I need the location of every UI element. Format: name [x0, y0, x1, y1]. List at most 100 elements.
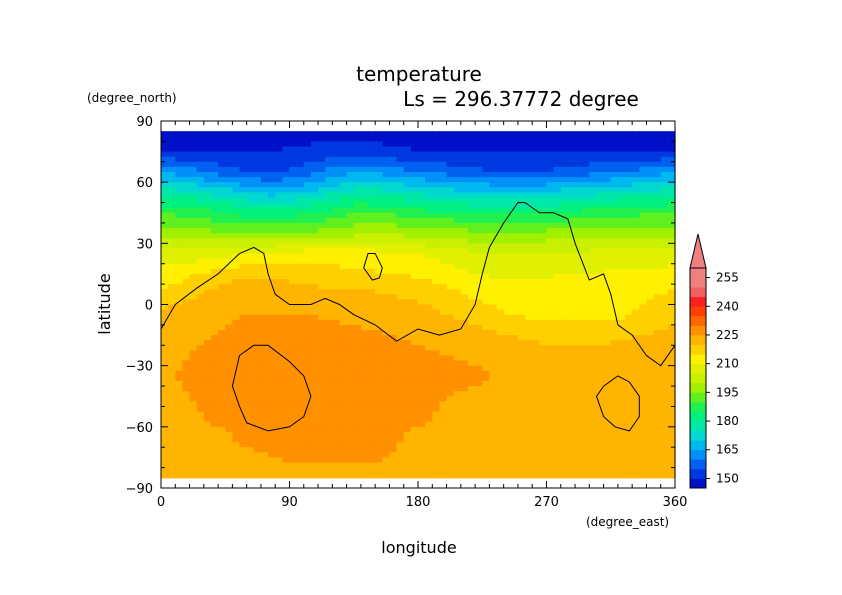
field-cell — [218, 309, 226, 316]
field-cell — [667, 253, 676, 260]
field-cell — [339, 248, 348, 255]
field-cell — [418, 335, 426, 341]
field-cell — [210, 411, 219, 418]
field-cell — [589, 340, 598, 346]
field-cell — [460, 421, 469, 428]
field-cell — [667, 212, 676, 219]
field-cell — [418, 452, 426, 459]
field-cell — [403, 437, 412, 443]
field-cell — [546, 452, 555, 459]
field-cell — [161, 243, 169, 250]
field-cell — [439, 396, 448, 402]
field-cell — [446, 146, 455, 153]
field-cell — [318, 161, 326, 168]
field-cell — [375, 416, 383, 423]
field-cell — [410, 177, 419, 183]
field-cell — [189, 345, 198, 351]
field-cell — [382, 187, 391, 193]
field-cell — [610, 314, 619, 321]
field-cell — [446, 335, 455, 341]
field-cell — [189, 233, 198, 239]
field-cell — [161, 187, 169, 193]
field-cell — [182, 406, 191, 413]
field-cell — [539, 345, 548, 351]
field-cell — [432, 437, 441, 443]
field-cell — [667, 156, 676, 163]
field-cell — [582, 284, 590, 290]
field-cell — [260, 304, 269, 311]
field-cell — [282, 284, 291, 290]
field-cell — [525, 452, 533, 459]
field-cell — [289, 207, 298, 214]
field-cell — [246, 289, 255, 295]
field-cell — [467, 131, 476, 137]
field-cell — [403, 314, 412, 321]
field-cell — [475, 380, 483, 387]
field-cell — [475, 472, 483, 479]
field-cell — [667, 324, 676, 331]
field-cell — [439, 228, 448, 234]
field-cell — [368, 304, 376, 311]
field-cell — [203, 263, 212, 270]
field-cell — [403, 340, 412, 346]
field-cell — [539, 171, 548, 178]
field-cell — [567, 258, 576, 265]
field-cell — [368, 177, 376, 183]
field-cell — [653, 340, 662, 346]
field-cell — [532, 258, 540, 265]
field-cell — [332, 335, 341, 341]
field-cell — [589, 131, 598, 137]
field-cell — [225, 350, 233, 357]
field-cell — [589, 136, 598, 142]
field-cell — [296, 248, 305, 255]
field-cell — [275, 370, 283, 377]
field-cell — [510, 263, 519, 270]
field-cell — [632, 258, 640, 265]
field-cell — [439, 253, 448, 260]
field-cell — [289, 248, 298, 255]
field-cell — [210, 299, 219, 306]
field-cell — [489, 299, 498, 306]
field-cell — [596, 340, 605, 346]
field-cell — [239, 212, 248, 219]
field-cell — [303, 335, 312, 341]
field-cell — [460, 217, 469, 224]
field-cell — [389, 228, 398, 234]
field-cell — [660, 279, 669, 285]
field-cell — [589, 324, 598, 331]
field-cell — [460, 370, 469, 377]
field-cell — [232, 319, 241, 326]
field-cell — [218, 411, 226, 418]
field-cell — [275, 462, 283, 469]
field-cell — [532, 319, 540, 326]
field-cell — [517, 431, 526, 438]
field-cell — [210, 319, 219, 326]
field-cell — [375, 401, 383, 408]
field-cell — [260, 329, 269, 336]
field-cell — [617, 192, 626, 199]
field-cell — [610, 472, 619, 479]
field-cell — [575, 309, 583, 316]
field-cell — [303, 136, 312, 142]
field-cell — [239, 171, 248, 178]
field-cell — [410, 457, 419, 464]
field-cell — [603, 268, 612, 275]
field-cell — [289, 345, 298, 351]
field-cell — [389, 360, 398, 367]
field-cell — [553, 299, 562, 306]
field-cell — [467, 294, 476, 301]
field-cell — [482, 457, 490, 464]
field-cell — [603, 222, 612, 229]
field-cell — [489, 391, 498, 397]
field-cell — [646, 401, 655, 408]
field-cell — [639, 207, 648, 214]
field-cell — [410, 365, 419, 372]
field-cell — [603, 171, 612, 178]
field-cell — [625, 396, 633, 402]
field-cell — [225, 431, 233, 438]
field-cell — [203, 233, 212, 239]
field-cell — [653, 304, 662, 311]
field-cell — [253, 187, 262, 193]
field-cell — [532, 141, 540, 148]
field-cell — [325, 177, 333, 183]
